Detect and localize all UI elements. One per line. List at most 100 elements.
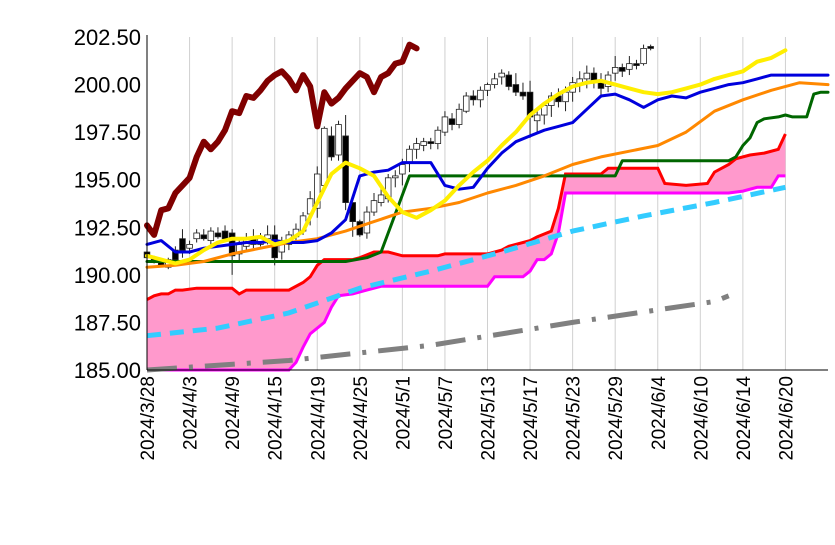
candle-body bbox=[484, 84, 491, 91]
candlestick bbox=[619, 63, 626, 77]
candle-body bbox=[505, 74, 513, 87]
series-line-1 bbox=[146, 184, 786, 339]
candle-body bbox=[186, 244, 193, 249]
candle-body bbox=[370, 200, 378, 213]
candlestick bbox=[491, 73, 498, 89]
x-tick-label: 2024/6/4 bbox=[649, 376, 670, 450]
candle-body bbox=[207, 230, 215, 242]
candlestick bbox=[640, 44, 647, 66]
candle-body bbox=[633, 63, 640, 66]
axis-layer: 202.50 200.00 197.50 195.00 192.50 190.00 187.… bbox=[74, 25, 828, 461]
series-line-0 bbox=[144, 41, 420, 238]
candlestick bbox=[498, 69, 505, 85]
candle-body bbox=[519, 91, 527, 97]
candle-body bbox=[179, 238, 186, 251]
candle-body bbox=[193, 232, 200, 240]
candlestick bbox=[214, 227, 222, 239]
candle-body bbox=[640, 48, 647, 65]
candle-body bbox=[512, 84, 520, 93]
y-tick-label: 195.00 bbox=[74, 168, 141, 193]
candlestick bbox=[462, 92, 470, 114]
x-tick-label: 2024/4/3 bbox=[181, 376, 202, 450]
candle-body bbox=[427, 141, 434, 144]
candlestick bbox=[512, 73, 520, 96]
candlestick bbox=[576, 71, 583, 93]
x-tick-label: 2024/3/28 bbox=[138, 376, 159, 461]
candlestick bbox=[533, 109, 541, 133]
candle-body bbox=[611, 67, 619, 74]
candlestick bbox=[626, 56, 633, 76]
candle-body bbox=[583, 72, 591, 80]
candlestick bbox=[406, 145, 413, 173]
x-tick-label: 2024/5/23 bbox=[564, 376, 585, 461]
candle-body bbox=[221, 230, 229, 240]
candle-body bbox=[462, 95, 470, 112]
candle-body bbox=[392, 175, 399, 179]
candlestick bbox=[314, 166, 321, 218]
y-tick-label: 202.50 bbox=[74, 25, 141, 50]
x-tick-label: 2024/4/19 bbox=[308, 376, 329, 461]
candle-body bbox=[200, 234, 207, 240]
candlestick bbox=[377, 189, 385, 207]
candlestick bbox=[597, 73, 605, 98]
y-tick-label: 200.00 bbox=[74, 73, 141, 98]
candlestick bbox=[526, 80, 534, 138]
y-tick-label: 190.00 bbox=[74, 263, 141, 288]
candle-body bbox=[335, 124, 342, 156]
candle-body bbox=[498, 72, 505, 78]
candlestick bbox=[477, 86, 484, 108]
candlestick bbox=[420, 137, 427, 152]
series-line-3 bbox=[145, 90, 830, 263]
x-tick-label: 2024/5/17 bbox=[521, 376, 542, 461]
x-tick-label: 2024/6/14 bbox=[734, 376, 755, 461]
candlestick bbox=[448, 113, 456, 131]
candle-body bbox=[597, 82, 605, 89]
candle-layer bbox=[143, 44, 654, 275]
x-tick-label: 2024/5/29 bbox=[606, 376, 627, 461]
candle-body bbox=[647, 46, 654, 49]
candle-body bbox=[413, 143, 420, 150]
candle-body bbox=[321, 127, 328, 186]
y-tick-label: 192.50 bbox=[74, 215, 141, 240]
candle-body bbox=[455, 108, 463, 125]
candlestick bbox=[200, 229, 207, 241]
cloud-span-a-line bbox=[146, 133, 787, 301]
candle-body bbox=[533, 114, 541, 122]
candle-body bbox=[406, 148, 413, 163]
x-tick-label: 2024/4/15 bbox=[266, 376, 287, 461]
candle-body bbox=[420, 141, 427, 146]
candle-body bbox=[470, 95, 477, 101]
candlestick bbox=[370, 193, 378, 216]
y-tick-label: 187.50 bbox=[74, 310, 141, 335]
series-line-6 bbox=[145, 48, 788, 266]
candle-body bbox=[314, 173, 321, 209]
cloud-span-b-line bbox=[147, 174, 786, 372]
x-tick-label: 2024/6/10 bbox=[691, 376, 712, 461]
candle-body bbox=[214, 232, 222, 238]
candlestick bbox=[470, 90, 477, 106]
candle-body bbox=[328, 135, 335, 158]
series-layer bbox=[144, 41, 830, 373]
series-line-4 bbox=[145, 81, 830, 269]
candlestick bbox=[633, 59, 640, 70]
candle-body bbox=[399, 164, 406, 175]
candle-body bbox=[448, 118, 456, 125]
candlestick bbox=[505, 71, 513, 91]
candle-body bbox=[491, 78, 498, 85]
x-tick-label: 2024/4/25 bbox=[351, 376, 372, 461]
x-tick-label: 2024/4/9 bbox=[223, 376, 244, 450]
candle-body bbox=[434, 129, 442, 144]
candle-body bbox=[342, 135, 349, 203]
x-tick-label: 2024/5/13 bbox=[479, 376, 500, 461]
candlestick bbox=[455, 103, 463, 129]
candlestick bbox=[647, 44, 654, 51]
y-tick-label: 197.50 bbox=[74, 120, 141, 145]
candlestick bbox=[611, 56, 619, 81]
candlestick bbox=[484, 82, 491, 96]
candlestick bbox=[590, 67, 598, 89]
candlestick bbox=[413, 137, 420, 159]
cloud-layer bbox=[146, 133, 787, 372]
y-tick-label: 185.00 bbox=[74, 358, 141, 383]
